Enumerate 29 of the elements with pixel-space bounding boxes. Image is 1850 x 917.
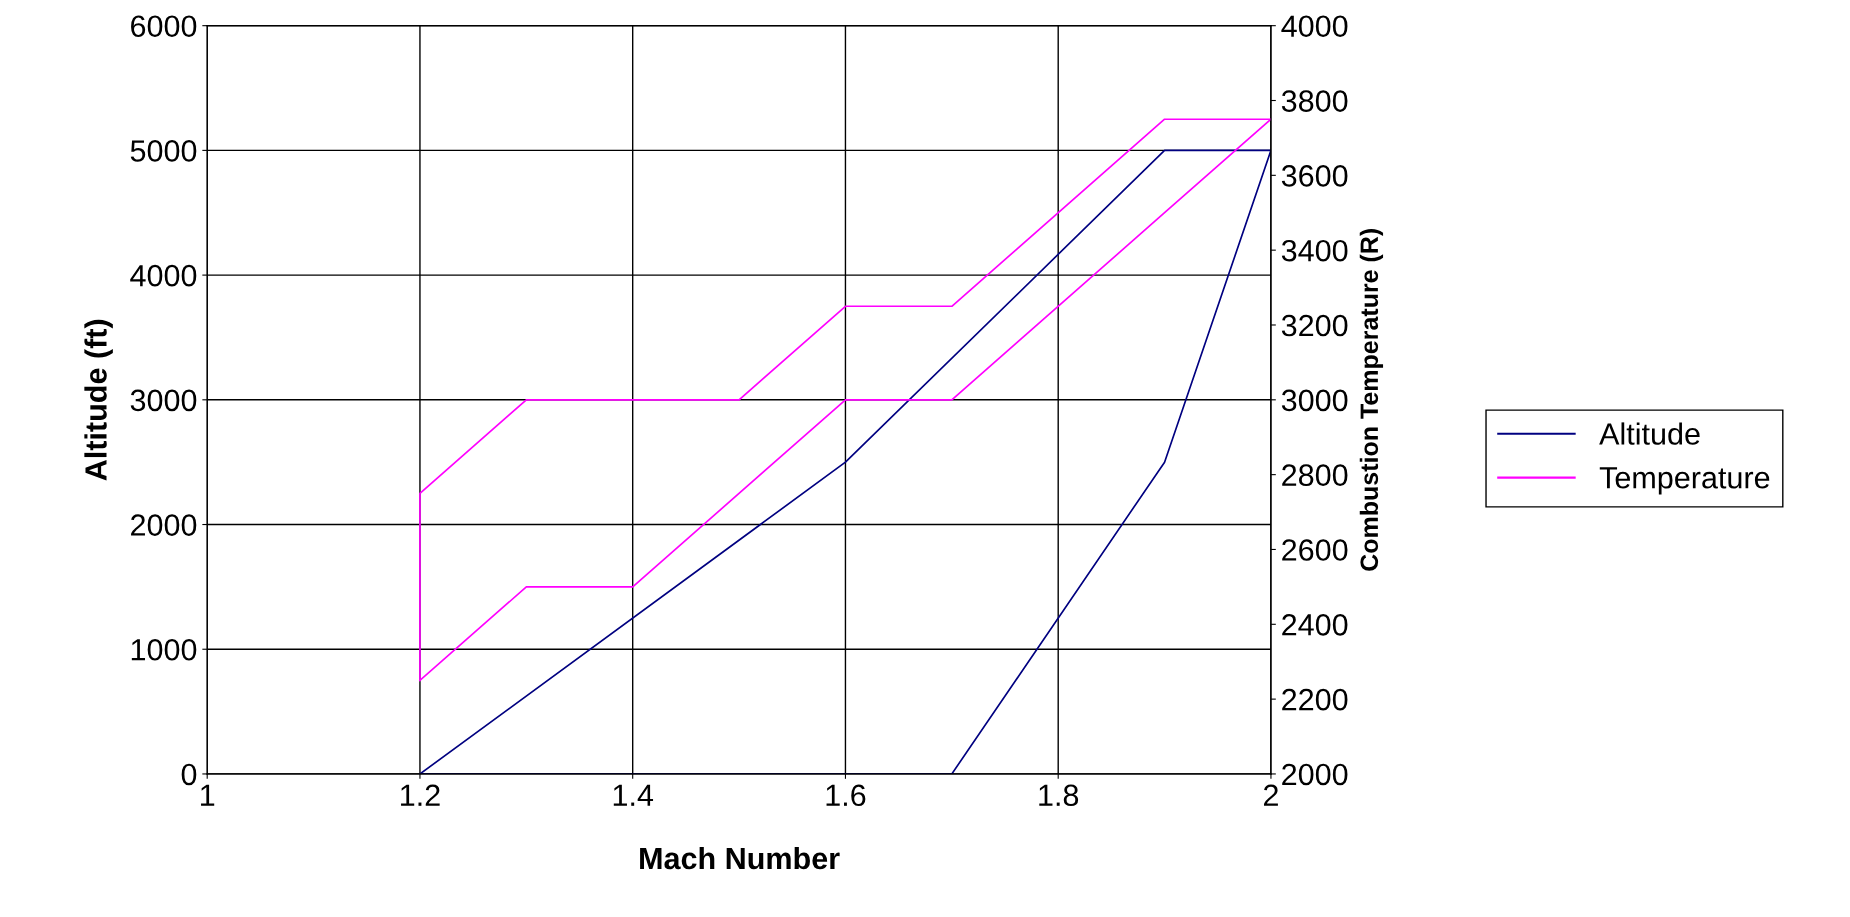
y-tick-label: 2000: [131, 514, 197, 536]
legend-label: Altitude: [1599, 422, 1700, 445]
y-tick-label: 5000: [130, 140, 197, 162]
legend-label: Temperature: [1599, 467, 1770, 495]
y-tick-label: 0: [181, 763, 197, 786]
y-axis-title: Altitude (ft): [84, 319, 113, 481]
y-tick-label: 1000: [131, 638, 197, 661]
x-tick-label: 1.6: [826, 784, 866, 807]
x-tick-label: 1.8: [1039, 784, 1079, 807]
y-tick-label: 3000: [130, 389, 197, 412]
x-tick-label: 1.4: [613, 784, 654, 806]
y2-tick-label: 3200: [1281, 314, 1348, 337]
x-tick-label: 2: [1263, 784, 1278, 806]
y2-tick-label: 3400: [1281, 239, 1348, 262]
y2-tick-label: 2800: [1282, 464, 1348, 487]
y-tick-label: 4000: [130, 264, 197, 287]
y2-tick-label: 3000: [1281, 389, 1348, 412]
y2-tick-label: 2200: [1282, 688, 1348, 711]
x-axis-title: Mach Number: [640, 846, 840, 870]
y2-tick-label: 3600: [1281, 165, 1348, 187]
y2-tick-label: 2400: [1282, 614, 1348, 636]
y2-tick-label: 2600: [1282, 539, 1348, 561]
y2-tick-label: 2000: [1282, 763, 1348, 786]
y2-tick-label: 4000: [1281, 15, 1348, 38]
x-tick-label: 1: [201, 784, 215, 806]
x-tick-label: 1.2: [401, 784, 440, 806]
y2-tick-label: 3800: [1281, 90, 1348, 112]
y2-axis-title: Combustion Temperature (R): [1359, 229, 1384, 571]
y-tick-label: 6000: [131, 15, 197, 38]
